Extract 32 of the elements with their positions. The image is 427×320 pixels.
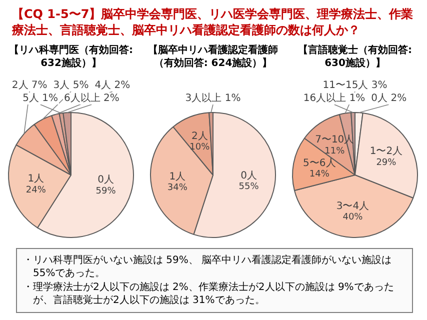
- data-label: 10%: [190, 142, 210, 153]
- slice-label: 1人: [28, 174, 44, 185]
- slice-label: 3人以上 1%: [185, 92, 241, 104]
- chart-title: 【脳卒中リハ看護認定看護師（有効回答: 624施設）】: [147, 44, 279, 71]
- data-label: 11%: [324, 146, 346, 156]
- data-label: 40%: [342, 212, 364, 223]
- slice-label: 3〜4人: [336, 200, 370, 212]
- slice-label: 11〜15人 3%: [322, 80, 388, 92]
- slice-label: 5〜6人: [303, 158, 336, 169]
- slice-label: 0人: [240, 170, 257, 182]
- slice-label: 2人 7%: [12, 80, 48, 92]
- data-label: 55%: [238, 182, 260, 192]
- slice-label: 1〜2人: [370, 146, 403, 158]
- chart-title: 【言語聴覚士（有効回答: 630施設）】: [297, 44, 413, 71]
- data-label: 14%: [309, 170, 330, 180]
- chart-title: 【リハ科専門医（有効回答: 632施設）】: [8, 44, 134, 71]
- text: ・理学療法士が2人以下の施設は 2%、作業療法士が2人以下の施設は 9%であったが、言語聴覚士が2人以下の施設は 31%であった。: [23, 281, 395, 307]
- slice-label: 4人 2%: [94, 80, 130, 92]
- slice-label: 5人 1%: [22, 93, 58, 104]
- slice-label: 2人: [191, 130, 208, 142]
- text: 【CQ 1-5〜7】脳卒中学会専門医、リハ医学会専門医、理学療法士、作業療法士、言語聴覚士、脳卒中リハ看護認定看護師の数は何人か？: [12, 6, 414, 38]
- slice-label: 16人以上 1%: [303, 92, 366, 104]
- slice-label: 0人 2%: [371, 93, 407, 104]
- data-label: 59%: [96, 186, 116, 196]
- slice-label: 1人: [169, 171, 186, 182]
- data-label: 24%: [26, 185, 46, 196]
- slice-label: 3人 5%: [53, 80, 89, 92]
- slice-label: 0人: [98, 174, 114, 186]
- slice-label: 6人以上 2%: [64, 92, 120, 104]
- data-label: 29%: [376, 158, 397, 168]
- data-label: 34%: [167, 183, 188, 194]
- text: ・リハ科専門医がいない施設は 59%、 脳卒中リハ看護認定看護師がいない施設は 55%であった。: [23, 254, 393, 280]
